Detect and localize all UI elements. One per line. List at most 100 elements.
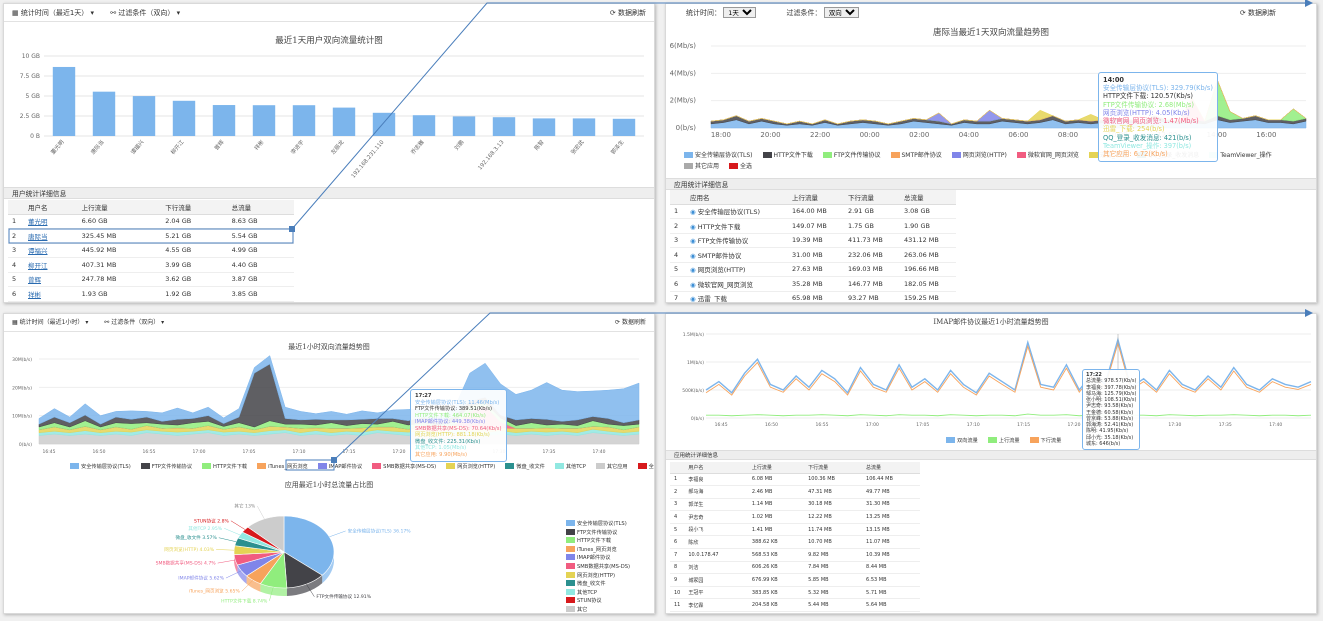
panel2-toolbar: 统计时间： 1天 过滤条件： 双向 ⟳ 数据刷新 — [666, 4, 1316, 22]
legend-item[interactable]: 微盘_收文件 — [566, 580, 630, 589]
cell-name[interactable]: 李亿霖 — [684, 598, 748, 613]
refresh-button[interactable]: ⟳ 数据刷新 — [1240, 4, 1276, 22]
legend-item[interactable]: 其它应用 — [595, 463, 628, 470]
table-row[interactable]: 10 王冠平 383.85 KB 5.32 MB 5.71 MB — [670, 586, 920, 600]
legend-item[interactable]: SMB数据共享(MS-DS) — [372, 463, 436, 470]
condition-filter-dropdown[interactable]: ⚯ 过滤条件（双向） ▾ — [104, 319, 165, 326]
legend-item[interactable]: HTTP文件下载 — [566, 537, 630, 546]
table-row[interactable]: 7 ◉ 迅雷_下载 65.98 MB 93.27 MB 159.25 MB — [670, 291, 956, 303]
legend-item[interactable]: IMAP邮件协议 — [566, 554, 630, 563]
condition-select[interactable]: 双向 — [823, 7, 859, 18]
table-row[interactable]: 9 城冢园 676.99 KB 5.85 MB 6.53 MB — [670, 573, 920, 587]
table-row[interactable]: 4 柳开江 407.31 MB 3.99 GB 4.40 GB — [8, 257, 294, 273]
y-tick-label: 2(Mb/s) — [670, 97, 697, 105]
cell-name[interactable]: 曾辉 — [24, 272, 78, 287]
table-row[interactable]: 1 董光明 6.60 GB 2.04 GB 8.63 GB — [8, 214, 294, 229]
legend-item[interactable]: 安全传输层协议(TLS) — [70, 463, 131, 470]
table-row[interactable]: 3 谭福兴 445.92 MB 4.55 GB 4.99 GB — [8, 243, 294, 258]
legend-item[interactable]: 全选 — [637, 463, 654, 470]
app-icon: ◉ — [690, 295, 698, 303]
time-filter-dropdown[interactable]: ▦ 统计时间（最近1天） ▾ — [12, 9, 95, 17]
legend-item[interactable]: 其他TCP — [566, 588, 630, 598]
time-filter-dropdown[interactable]: ▦ 统计时间（最近1小时） ▾ — [12, 319, 89, 326]
table-row[interactable]: 3 郭洋生 1.14 MB 30.18 MB 31.30 MB — [670, 498, 920, 512]
cell-name[interactable]: 祥彬 — [24, 286, 78, 302]
legend-item[interactable]: 微盘_收文件 — [505, 463, 545, 470]
cell-name[interactable]: 王冠平 — [684, 586, 748, 600]
legend-label: FTP文件传输协议 — [151, 464, 193, 470]
table-row[interactable]: 2 郝马海 2.46 MB 47.31 MB 49.77 MB — [670, 485, 920, 499]
table-row[interactable]: 5 曾辉 247.78 MB 3.62 GB 3.87 GB — [8, 272, 294, 287]
chart-legend: 双向流量 上行流量 下行流量 — [946, 437, 1071, 444]
refresh-button[interactable]: ⟳ 数据刷新 — [610, 4, 646, 22]
cell-total: 13.15 MB — [862, 523, 920, 537]
cell-name[interactable]: 李福良 — [684, 473, 748, 487]
legend-item[interactable]: 微软官网_网页浏览 — [1016, 150, 1079, 161]
legend-label: IMAP邮件协议 — [577, 555, 611, 562]
x-tick-label: 唐际当 — [89, 138, 106, 156]
cell-name[interactable]: 陈欣 — [684, 535, 748, 550]
legend-item[interactable]: 其他TCP — [554, 463, 586, 470]
cell-name[interactable]: 城冢园 — [684, 573, 748, 587]
line-series — [705, 336, 1312, 395]
legend-item[interactable]: HTTP文件下载 — [762, 150, 813, 161]
legend-item[interactable]: 上行流量 — [987, 437, 1020, 444]
legend-swatch — [372, 463, 382, 469]
legend-item[interactable]: 安全传输层协议(TLS) — [566, 520, 630, 529]
cell-no: 2 — [670, 218, 686, 234]
table-row[interactable]: 6 陈欣 388.62 KB 10.70 MB 11.07 MB — [670, 535, 920, 550]
condition-filter-dropdown[interactable]: ⚯ 过滤条件（双向） ▾ — [110, 9, 181, 17]
table-row[interactable]: 4 尹志奇 1.02 MB 12.22 MB 13.25 MB — [670, 510, 920, 524]
cell-name[interactable]: 刘洁 — [684, 561, 748, 575]
legend-item[interactable]: TeamViewer_操作 — [1209, 150, 1272, 161]
table-row[interactable]: 2 唐际当 325.45 MB 5.21 GB 5.54 GB — [8, 228, 294, 244]
legend-item[interactable]: FTP文件传输协议 — [566, 528, 630, 538]
table-row[interactable]: 8 刘洁 606.26 KB 7.84 MB 8.44 MB — [670, 561, 920, 575]
legend-item[interactable]: 安全传输层协议(TLS) — [684, 150, 753, 161]
cell-name[interactable]: 郝马海 — [684, 485, 748, 499]
cell-name[interactable]: 段小飞 — [684, 523, 748, 537]
table-row[interactable]: 1 ◉ 安全传输层协议(TLS) 164.00 MB 2.91 GB 3.08 GB — [670, 204, 956, 219]
cell-down: 7.84 MB — [804, 561, 863, 575]
x-tick-label: 17:00 — [193, 449, 206, 455]
table-row[interactable]: 7 10.0.178.47 568.53 KB 9.82 MB 10.39 MB — [670, 548, 920, 562]
legend-item[interactable]: 网页浏览(HTTP) — [951, 150, 1007, 161]
legend-item[interactable]: 网页浏览(HTTP) — [446, 463, 495, 470]
legend-item[interactable]: 其它应用 — [684, 161, 719, 172]
table-row[interactable]: 5 ◉ 网页浏览(HTTP) 27.63 MB 169.03 MB 196.66 MB — [670, 262, 956, 277]
table-row[interactable]: 5 段小飞 1.41 MB 11.74 MB 13.15 MB — [670, 523, 920, 537]
cell-name[interactable]: 尹志奇 — [684, 510, 748, 524]
cell-name[interactable]: 谭福兴 — [24, 243, 78, 258]
legend-item[interactable]: 其它 — [566, 605, 630, 613]
legend-label: 安全传输层协议(TLS) — [577, 521, 627, 527]
table-row[interactable]: 2 ◉ HTTP文件下载 149.07 MB 1.75 GB 1.90 GB — [670, 218, 956, 234]
legend-item[interactable]: FTP文件传输协议 — [140, 463, 193, 470]
table-row[interactable]: 6 祥彬 1.93 GB 1.92 GB 3.85 GB — [8, 286, 294, 302]
cell-name[interactable]: 10.0.178.47 — [684, 548, 748, 562]
table-row[interactable]: 1 李福良 6.08 MB 100.36 MB 106.44 MB — [670, 473, 920, 487]
refresh-button[interactable]: ⟳ 数据刷新 — [615, 314, 646, 332]
legend-item[interactable]: IMAP邮件协议 — [317, 463, 362, 470]
legend-item[interactable]: 下行流量 — [1029, 437, 1061, 444]
legend-item[interactable]: iTunes_网页浏览 — [257, 463, 308, 470]
legend-item[interactable]: FTP文件传输协议 — [822, 150, 881, 161]
legend-item[interactable]: HTTP文件下载 — [202, 463, 247, 470]
x-tick-label: 08:00 — [1058, 131, 1078, 139]
cell-name[interactable]: 柳开江 — [24, 257, 78, 273]
legend-item[interactable]: iTunes_网页浏览 — [566, 545, 630, 555]
legend-item[interactable]: STUN协议 — [566, 597, 630, 606]
cell-name[interactable]: 郭洋生 — [684, 498, 748, 512]
time-select[interactable]: 1天 — [723, 7, 757, 18]
legend-item[interactable]: 双向流量 — [946, 437, 978, 444]
cell-name[interactable]: 董光明 — [24, 214, 78, 229]
cell-no: 11 — [670, 598, 685, 613]
table-row[interactable]: 4 ◉ SMTP邮件协议 31.00 MB 232.06 MB 263.06 MB — [670, 247, 956, 263]
cell-name[interactable]: 唐际当 — [24, 228, 78, 244]
table-row[interactable]: 6 ◉ 微软官网_网页浏览 35.28 MB 146.77 MB 182.05 MB — [670, 276, 956, 292]
legend-item[interactable]: SMB数据共享(MS-DS) — [566, 562, 630, 572]
legend-item[interactable]: SMTP邮件协议 — [890, 150, 942, 161]
table-row[interactable]: 11 李亿霖 204.58 KB 5.44 MB 5.64 MB — [670, 598, 920, 613]
legend-item[interactable]: 网页浏览(HTTP) — [566, 571, 630, 581]
legend-item[interactable]: 全选 — [729, 161, 752, 172]
table-row[interactable]: 3 ◉ FTP文件传输协议 19.39 MB 411.73 MB 431.12 MB — [670, 233, 956, 248]
